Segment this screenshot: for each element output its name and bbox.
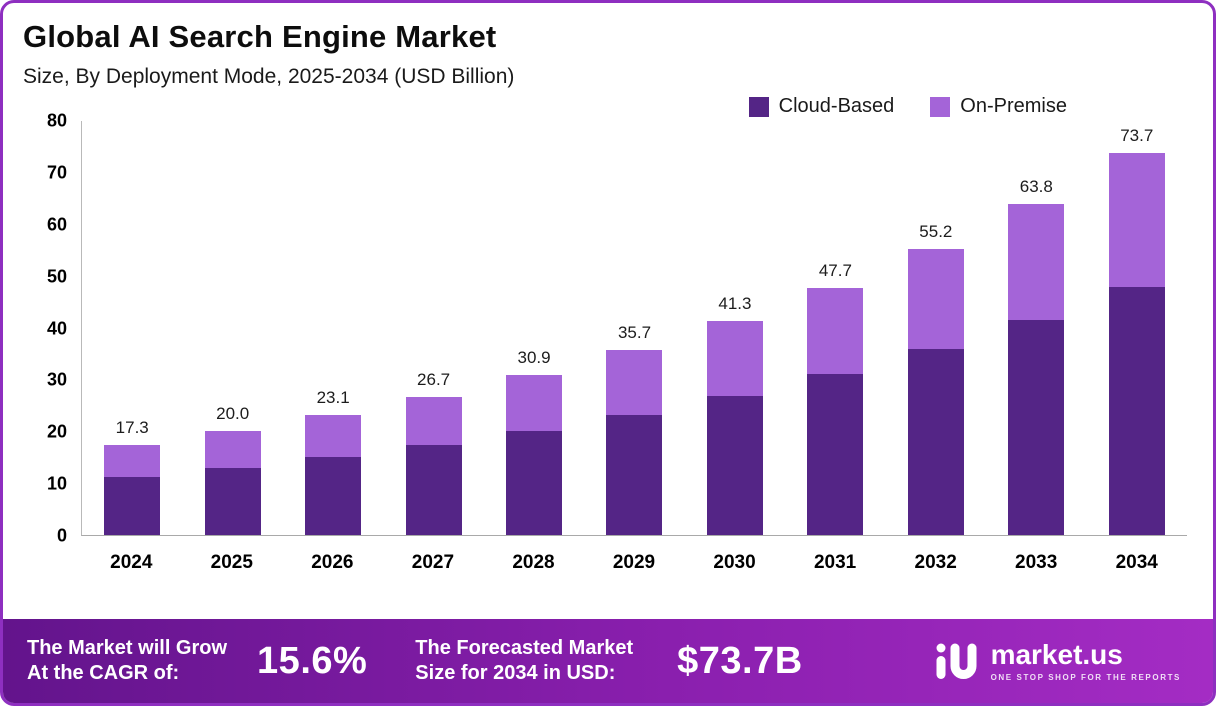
y-tick-label: 20 [46,421,67,442]
brand-tagline: ONE STOP SHOP FOR THE REPORTS [990,672,1181,682]
y-tick-label: 60 [46,214,67,235]
bar-segment-cloud-based [104,476,161,535]
bar-segment-on-premise [305,415,362,458]
plot-area: 17.3 20.0 23.1 26.7 30.9 35.7 41.3 47.7 55.2 63.8… [81,121,1187,536]
x-axis-label: 2028 [512,552,555,573]
bar-column: 73.7 [1087,121,1187,535]
legend-item-cloud-based: Cloud-Based [748,95,895,118]
x-axis-label: 2034 [1115,552,1158,573]
y-axis: 0 10 20 30 40 50 60 70 80 [17,111,81,546]
x-axis: 2024 2025 2026 2027 2028 2029 2030 2031 2032 2033… [81,552,1187,574]
bar-segment-on-premise [405,396,462,445]
bar-column: 26.7 [383,121,483,535]
x-axis-label: 2024 [110,552,153,573]
bar-segment-cloud-based [1108,286,1165,535]
y-tick-label: 0 [56,525,67,546]
brand-name: market.us [990,638,1123,670]
x-axis-label: 2029 [612,552,656,573]
bar-segment-cloud-based [405,444,462,535]
footer-banner: The Market will Grow At the CAGR of: 15.… [3,619,1213,703]
bar-segment-on-premise [907,248,964,349]
y-tick-label: 50 [46,266,67,287]
legend-label: Cloud-Based [778,95,895,117]
x-axis-label: 2027 [411,552,455,573]
legend-swatch-cloud-based [748,96,769,117]
plot-wrap: 17.3 20.0 23.1 26.7 30.9 35.7 41.3 47.7 55.2 63.8… [81,121,1187,574]
page-title: Global AI Search Engine Market [23,19,497,54]
bar-segment-cloud-based [606,414,663,535]
bar-total-label: 23.1 [316,388,350,408]
forecast-value: $73.7B [677,639,803,682]
bar-total-label: 55.2 [919,221,953,241]
bar-column: 47.7 [785,121,885,535]
stacked-bar-chart: 0 10 20 30 40 50 60 70 80 17.3 20.0 23.1 26.7 30.9 35… [3,111,1213,574]
bar-column: 17.3 [82,121,182,535]
y-tick-label: 40 [46,318,67,338]
y-tick-label: 80 [46,110,67,131]
bar-segment-on-premise [104,445,161,477]
bar-column: 20.0 [182,121,282,535]
brand-text: market.us ONE STOP SHOP FOR THE REPORTS [990,638,1181,682]
bar-total-label: 47.7 [818,260,852,280]
x-axis-label: 2033 [1015,552,1058,573]
bar-segment-cloud-based [506,430,563,535]
marketus-logo-icon [933,636,979,687]
bar-total-label: 41.3 [718,293,752,313]
bar-total-label: 17.3 [115,418,149,438]
legend-item-on-premise: On-Premise [930,95,1067,118]
bar-segment-on-premise [606,349,663,415]
chart-legend: Cloud-Based On-Premise [748,95,1067,118]
bar-total-label: 30.9 [517,347,551,367]
x-axis-label: 2030 [713,552,756,573]
y-tick-label: 30 [46,369,67,390]
bar-segment-on-premise [706,320,763,396]
x-axis-label: 2025 [210,552,253,573]
cagr-value: 15.6% [257,639,368,682]
bar-segment-cloud-based [706,395,763,535]
y-tick-label: 10 [46,473,67,494]
bar-segment-on-premise [506,374,563,431]
bar-total-label: 26.7 [417,369,451,389]
chart-subtitle: Size, By Deployment Mode, 2025-2034 (USD… [23,65,515,88]
chart-header: Global AI Search Engine Market Size, By … [3,3,1213,89]
forecast-label: The Forecasted Market Size for 2034 in U… [415,637,634,684]
x-axis-label: 2032 [914,552,957,573]
bar-column: 35.7 [584,121,684,535]
bar-segment-on-premise [807,287,864,375]
bar-column: 23.1 [283,121,383,535]
bar-column: 41.3 [685,121,785,535]
bar-segment-cloud-based [807,374,864,535]
bar-total-label: 35.7 [617,322,652,342]
bar-segment-cloud-based [907,348,964,535]
legend-swatch-on-premise [930,96,951,117]
x-axis-label: 2031 [813,552,857,573]
x-axis-label: 2026 [311,552,354,573]
bar-segment-cloud-based [305,457,362,535]
bar-segment-on-premise [204,431,261,468]
bar-segment-cloud-based [1008,319,1065,535]
bar-segment-on-premise [1008,204,1065,320]
bar-column: 55.2 [886,121,986,535]
y-tick-label: 70 [46,162,67,183]
bar-segment-cloud-based [204,467,261,535]
bar-total-label: 73.7 [1120,125,1154,145]
bar-total-label: 20.0 [216,404,250,424]
bar-segment-on-premise [1108,152,1165,287]
legend-label: On-Premise [960,95,1067,117]
bar-total-label: 63.8 [1019,177,1053,197]
brand-block: market.us ONE STOP SHOP FOR THE REPORTS [933,636,1189,687]
cagr-label: The Market will Grow At the CAGR of: [27,637,228,684]
bar-column: 30.9 [484,121,584,535]
bar-column: 63.8 [986,121,1086,535]
